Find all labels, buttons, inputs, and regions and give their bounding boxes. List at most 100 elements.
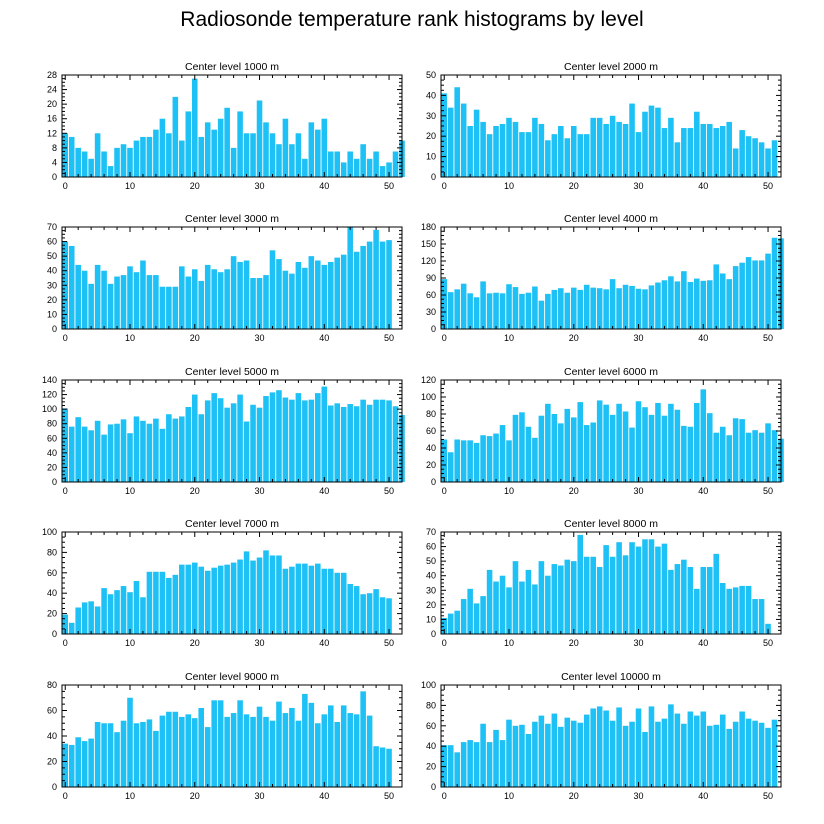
y-tick-label: 30 bbox=[426, 585, 436, 595]
histogram-bar bbox=[739, 419, 745, 482]
histogram-bar bbox=[373, 589, 379, 634]
histogram-bar bbox=[321, 714, 328, 787]
histogram-bar bbox=[263, 396, 269, 482]
histogram-bar bbox=[340, 705, 347, 787]
histogram-bar bbox=[127, 697, 133, 787]
histogram-bar bbox=[114, 276, 120, 329]
histogram-bar bbox=[454, 87, 460, 177]
histogram-bar bbox=[191, 269, 198, 329]
histogram-bar bbox=[107, 166, 114, 177]
histogram-bar bbox=[68, 136, 75, 177]
histogram-bar bbox=[276, 701, 282, 787]
histogram-bar bbox=[506, 284, 512, 329]
histogram-panel: Center level 8000 m 0 10 20 30 40 50 0 10 20 30 40 5… bbox=[426, 518, 782, 648]
histogram-bar bbox=[237, 261, 243, 329]
y-tick-label: 0 bbox=[52, 324, 57, 334]
histogram-bar bbox=[263, 122, 269, 177]
x-tick-label: 20 bbox=[190, 181, 200, 191]
histogram-bar bbox=[700, 566, 707, 634]
y-tick-label: 0 bbox=[431, 172, 436, 182]
histogram-bar bbox=[340, 254, 347, 329]
y-tick-label: 50 bbox=[47, 251, 57, 261]
histogram-bar bbox=[269, 555, 276, 634]
histogram-bar bbox=[525, 569, 532, 634]
x-tick-label: 40 bbox=[698, 181, 708, 191]
histogram-bar bbox=[558, 423, 564, 482]
histogram-bar bbox=[480, 281, 486, 329]
histogram-bar bbox=[467, 440, 473, 482]
x-tick-label: 0 bbox=[63, 486, 68, 496]
y-tick-label: 20 bbox=[47, 609, 57, 619]
y-tick-label: 8 bbox=[52, 143, 57, 153]
histogram-bar bbox=[583, 425, 590, 482]
histogram-bar bbox=[204, 727, 211, 787]
histogram-bar bbox=[454, 289, 460, 329]
histogram-panel: Center level 9000 m 0 10 20 30 40 50 0 20 40 60 80 bbox=[47, 671, 403, 801]
y-tick-label: 0 bbox=[52, 477, 57, 487]
histogram-bar bbox=[590, 287, 596, 329]
y-tick-label: 40 bbox=[47, 731, 57, 741]
histogram-bar bbox=[603, 710, 609, 787]
histogram-bar bbox=[75, 417, 81, 482]
histogram-bar bbox=[512, 414, 519, 482]
y-tick-label: 40 bbox=[426, 443, 436, 453]
y-tick-label: 150 bbox=[421, 239, 436, 249]
histogram-bar bbox=[315, 393, 321, 482]
histogram-bar bbox=[454, 610, 460, 634]
histogram-bar bbox=[486, 569, 493, 634]
histogram-bar bbox=[321, 118, 328, 177]
y-tick-label: 80 bbox=[47, 680, 57, 690]
histogram-bar bbox=[635, 401, 642, 482]
histogram-bar bbox=[88, 738, 94, 787]
histogram-bar bbox=[726, 728, 732, 787]
histogram-bar bbox=[360, 594, 366, 634]
histogram-bar bbox=[480, 723, 486, 787]
histogram-bar bbox=[486, 134, 493, 177]
histogram-bar bbox=[596, 566, 603, 634]
y-tick-label: 0 bbox=[431, 782, 436, 792]
histogram-bar bbox=[609, 556, 616, 634]
histogram-bar bbox=[159, 715, 166, 787]
histogram-bar bbox=[609, 279, 616, 329]
histogram-bar bbox=[629, 721, 635, 787]
histogram-bar bbox=[302, 158, 308, 177]
histogram-panel: Center level 5000 m 0 10 20 30 40 50 0 20 40 60 80 1… bbox=[42, 366, 405, 496]
histogram-bar bbox=[752, 430, 758, 482]
histogram-bar bbox=[616, 403, 622, 482]
x-tick-label: 30 bbox=[634, 181, 644, 191]
histogram-bar bbox=[198, 414, 205, 482]
histogram-bar bbox=[250, 133, 256, 177]
histogram-bar bbox=[256, 706, 263, 787]
histogram-bar bbox=[315, 129, 321, 177]
histogram-bar bbox=[340, 572, 347, 634]
histogram-bar bbox=[609, 720, 616, 787]
histogram-bar bbox=[493, 292, 499, 329]
histogram-bar bbox=[681, 425, 687, 482]
histogram-bar bbox=[295, 720, 302, 787]
x-tick-label: 20 bbox=[569, 791, 579, 801]
histogram-bar bbox=[263, 275, 269, 329]
histogram-bar bbox=[289, 399, 295, 482]
histogram-bar bbox=[570, 720, 577, 787]
histogram-bar bbox=[62, 133, 69, 177]
histogram-bar bbox=[583, 284, 590, 329]
histogram-bar bbox=[386, 748, 392, 787]
histogram-bar bbox=[694, 278, 700, 329]
histogram-bar bbox=[315, 723, 321, 787]
histogram-bar bbox=[166, 711, 172, 787]
histogram-panel: Center level 3000 m 0 10 20 30 40 50 0 10 20 30 40 5… bbox=[47, 213, 403, 343]
histogram-bar bbox=[622, 411, 629, 482]
histogram-bar bbox=[719, 126, 726, 177]
histogram-bar bbox=[230, 256, 237, 329]
histogram-bar bbox=[185, 276, 192, 329]
histogram-bar bbox=[230, 562, 237, 634]
histogram-bar bbox=[256, 557, 263, 634]
histogram-bar bbox=[519, 581, 525, 634]
histogram-bar bbox=[334, 151, 341, 177]
histogram-bar bbox=[674, 564, 681, 634]
histogram-bar bbox=[114, 732, 120, 787]
y-tick-label: 120 bbox=[421, 256, 436, 266]
y-tick-label: 40 bbox=[426, 741, 436, 751]
x-tick-label: 40 bbox=[698, 333, 708, 343]
histogram-bar bbox=[179, 416, 185, 482]
